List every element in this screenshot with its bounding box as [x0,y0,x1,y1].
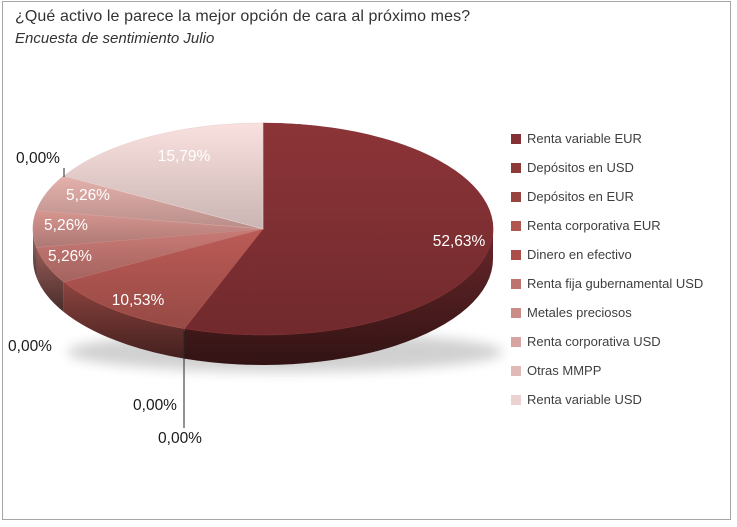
slice-label: 0,00% [133,397,177,414]
legend-swatch [511,162,521,173]
legend-item: Dinero en efectivo [511,240,726,269]
legend-item: Renta corporativa EUR [511,211,726,240]
legend-swatch [511,191,521,202]
legend-item: Otras MMPP [511,356,726,385]
pie-slice [183,122,494,336]
legend-swatch [511,220,521,231]
slice-label: 52,63% [433,233,486,250]
legend-label: Depósitos en EUR [527,189,634,204]
legend-label: Renta variable EUR [527,131,642,146]
slice-label: 0,00% [158,430,202,447]
pie-wall [184,229,494,365]
slice-label: 5,26% [48,248,92,265]
legend: Renta variable EUR Depósitos en USD Depósi… [511,124,726,414]
legend-swatch [511,278,521,289]
pie-slice [63,122,264,230]
legend-swatch [511,133,521,144]
legend-label: Renta corporativa USD [527,334,661,349]
slice-label: 15,79% [158,148,211,165]
legend-item: Renta corporativa USD [511,327,726,356]
legend-label: Metales preciosos [527,305,632,320]
legend-item: Depósitos en USD [511,153,726,182]
legend-item: Renta fija gubernamental USD [511,269,726,298]
legend-label: Depósitos en USD [527,160,634,175]
slice-label: 0,00% [8,338,52,355]
legend-swatch [511,249,521,260]
legend-label: Renta fija gubernamental USD [527,276,704,291]
legend-swatch [511,365,521,376]
legend-label: Renta corporativa EUR [527,218,661,233]
slice-label: 0,00% [16,150,60,167]
legend-item: Depósitos en EUR [511,182,726,211]
legend-label: Otras MMPP [527,363,602,378]
legend-item: Metales preciosos [511,298,726,327]
legend-label: Renta variable USD [527,392,642,407]
chart-title: ¿Qué activo le parece la mejor opción de… [15,8,471,25]
pie-slice [63,228,264,329]
chart-subtitle: Encuesta de sentimiento Julio [15,30,215,47]
legend-item: Renta variable USD [511,385,726,414]
legend-item: Renta variable EUR [511,124,726,153]
slice-label: 5,26% [66,187,110,204]
pie-wall [36,247,64,312]
legend-label: Dinero en efectivo [527,247,632,262]
legend-swatch [511,336,521,347]
pie-wall [33,229,37,278]
legend-swatch [511,307,521,318]
legend-swatch [511,394,521,405]
slice-label: 5,26% [44,217,88,234]
slice-label: 10,53% [112,292,165,309]
